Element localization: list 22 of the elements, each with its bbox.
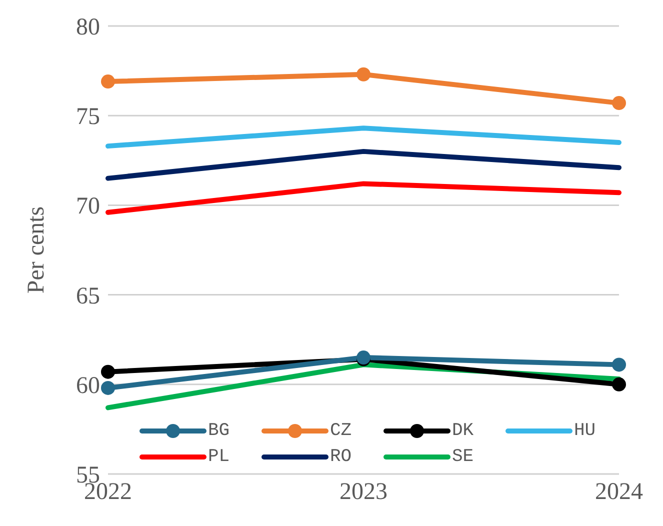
point	[612, 358, 626, 372]
y-tick-label: 65	[76, 283, 100, 310]
legend-label: HU	[574, 421, 596, 441]
y-axis-title: Per cents	[24, 206, 50, 294]
y-tick-label: 70	[76, 194, 100, 220]
point	[101, 364, 115, 379]
y-tick-label: 75	[76, 104, 100, 130]
legend-label: BG	[208, 421, 230, 441]
x-tick-label: 2023	[340, 479, 388, 506]
y-tick-label: 60	[76, 372, 100, 399]
y-tick-label: 80	[76, 14, 100, 41]
point	[101, 380, 115, 395]
point	[101, 74, 115, 89]
legend-label: PL	[208, 447, 230, 467]
legend-label: RO	[330, 447, 352, 467]
legend-label: DK	[452, 421, 474, 441]
legend-label: SE	[452, 447, 474, 467]
point	[612, 96, 626, 110]
x-tick-label: 2024	[595, 479, 643, 506]
point	[356, 67, 370, 82]
point	[612, 377, 626, 392]
legend-label: CZ	[330, 421, 352, 441]
